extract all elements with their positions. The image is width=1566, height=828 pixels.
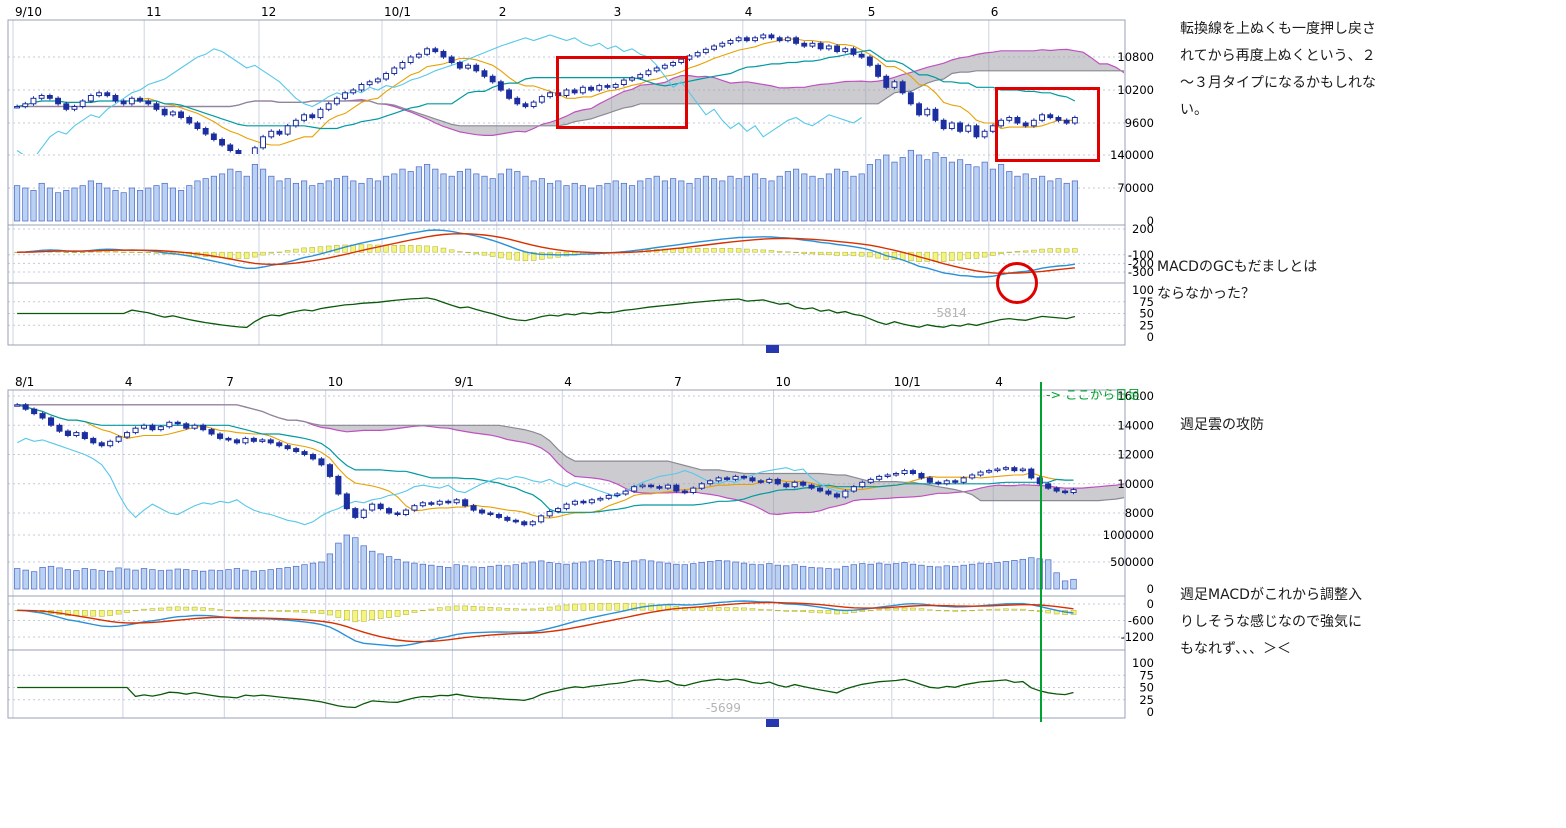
svg-text:0: 0 (1147, 214, 1154, 228)
annotation-line: 〜３月タイプになるかもしれな (1180, 75, 1376, 91)
svg-text:7: 7 (226, 375, 234, 389)
annotation-weekly-macd: 週足MACDがこれから調整入 りしそうな感じなので強気に もなれず、、、＞＜ (1180, 582, 1362, 663)
svg-text:0: 0 (1147, 330, 1154, 344)
annotation-macd-comment: MACDのGCもだましとは ならなかった？ (1157, 254, 1317, 308)
svg-text:25: 25 (1139, 318, 1154, 332)
highlight-box-recent-candles (995, 87, 1100, 162)
daily-indicator-value: -5814 (932, 306, 967, 320)
annotation-weekly-cloud: 週足雲の攻防 (1180, 412, 1264, 439)
weekly-chart[interactable]: 8/1 4 7 10 9/1 4 7 10 10/1 4160001400012000100008… (7, 375, 1293, 719)
svg-text:8000: 8000 (1125, 506, 1154, 520)
annotation-daily-comment: 転換線を上ぬくも一度押し戻さ れてから再度上ぬくという、２ 〜３月タイプになるか… (1180, 16, 1376, 124)
svg-text:0: 0 (1147, 582, 1154, 596)
highlight-circle-macd-gc (996, 262, 1038, 304)
svg-text:10800: 10800 (1117, 50, 1154, 64)
svg-text:4: 4 (745, 5, 753, 19)
svg-text:-600: -600 (1128, 614, 1154, 628)
daily-ichimoku (16, 34, 1124, 154)
svg-text:10000: 10000 (1117, 477, 1154, 491)
svg-text:100: 100 (1132, 283, 1154, 297)
green-marker-line (1040, 382, 1042, 722)
svg-text:70000: 70000 (1117, 181, 1154, 195)
annotation-line: 週足雲の攻防 (1180, 417, 1264, 433)
svg-text:11: 11 (146, 5, 161, 19)
daily-volume (14, 149, 1078, 222)
daily-chart-handle[interactable] (766, 345, 779, 353)
svg-text:140000: 140000 (1110, 148, 1154, 162)
svg-text:50: 50 (1139, 307, 1154, 321)
svg-text:6: 6 (991, 5, 999, 19)
daily-candles (14, 33, 1078, 154)
svg-text:4: 4 (564, 375, 572, 389)
svg-text:75: 75 (1139, 668, 1154, 682)
annotation-line: ならなかった？ (1157, 286, 1255, 302)
svg-text:0: 0 (1147, 705, 1154, 719)
svg-text:25: 25 (1139, 693, 1154, 707)
annotation-line: りしそうな感じなので強気に (1180, 614, 1362, 630)
svg-text:10/1: 10/1 (384, 5, 411, 19)
svg-text:200: 200 (1132, 222, 1154, 236)
weekly-ichimoku (16, 404, 1124, 526)
highlight-box-cloud-break (556, 56, 688, 129)
svg-text:4: 4 (125, 375, 133, 389)
svg-text:9600: 9600 (1125, 116, 1154, 130)
weekly-macd (14, 600, 1077, 647)
weekly-candles (14, 403, 1077, 527)
daily-macd (14, 229, 1078, 278)
svg-text:75: 75 (1139, 295, 1154, 309)
svg-text:10200: 10200 (1117, 83, 1154, 97)
svg-text:16000: 16000 (1117, 389, 1154, 403)
svg-text:1000000: 1000000 (1103, 528, 1154, 542)
svg-text:4: 4 (995, 375, 1003, 389)
svg-text:100: 100 (1132, 656, 1154, 670)
svg-text:-100: -100 (1128, 248, 1154, 262)
weekly-frame (7, 389, 1126, 719)
svg-text:3: 3 (614, 5, 622, 19)
daily-frame (7, 19, 1126, 346)
svg-text:12000: 12000 (1117, 448, 1154, 462)
annotation-line: れてから再度上ぬくという、２ (1180, 48, 1376, 64)
svg-text:2: 2 (499, 5, 507, 19)
green-marker-label: -> ここから日足 (1046, 387, 1140, 402)
svg-text:9/1: 9/1 (454, 375, 473, 389)
svg-text:10: 10 (328, 375, 343, 389)
annotation-line: い。 (1180, 102, 1208, 118)
svg-text:14000: 14000 (1117, 418, 1154, 432)
weekly-volume (14, 534, 1077, 590)
weekly-grid (8, 390, 1125, 718)
annotation-line: 転換線を上ぬくも一度押し戻さ (1180, 21, 1376, 37)
svg-text:9/10: 9/10 (15, 5, 42, 19)
annotation-line: 週足MACDがこれから調整入 (1180, 587, 1362, 603)
svg-text:5: 5 (868, 5, 876, 19)
svg-text:10: 10 (776, 375, 791, 389)
svg-text:12: 12 (261, 5, 276, 19)
svg-text:-1200: -1200 (1121, 630, 1154, 644)
daily-rsi (17, 297, 1076, 329)
svg-text:-300: -300 (1128, 265, 1154, 279)
weekly-indicator-value: -5699 (706, 701, 741, 715)
weekly-rsi (17, 678, 1074, 709)
daily-chart[interactable]: 9/10 11 12 10/1 2 3 4 5 6 10800 10200 9600 140000 700… (7, 5, 1288, 346)
annotation-line: MACDのGCもだましとは (1157, 259, 1318, 275)
svg-text:7: 7 (674, 375, 682, 389)
svg-text:0: 0 (1147, 597, 1154, 611)
weekly-axis-labels: 8/1 4 7 10 9/1 4 7 10 10/1 4160001400012000100008… (15, 375, 1154, 719)
daily-axis-labels: 9/10 11 12 10/1 2 3 4 5 6 10800 10200 9600 140000 700… (15, 5, 1154, 344)
svg-text:-200: -200 (1128, 256, 1154, 270)
annotation-line: もなれず、、、＞＜ (1180, 641, 1292, 657)
svg-text:50: 50 (1139, 681, 1154, 695)
svg-text:500000: 500000 (1110, 555, 1154, 569)
daily-grid (8, 20, 1125, 345)
svg-text:10/1: 10/1 (894, 375, 921, 389)
svg-text:8/1: 8/1 (15, 375, 34, 389)
weekly-chart-handle[interactable] (766, 719, 779, 727)
